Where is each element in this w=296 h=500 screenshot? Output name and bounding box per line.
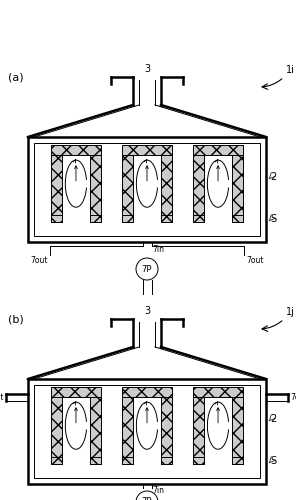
Text: 7in: 7in bbox=[152, 245, 164, 254]
Bar bbox=[161, 216, 172, 222]
Bar bbox=[161, 155, 172, 222]
Bar bbox=[28, 137, 266, 242]
Text: 7out: 7out bbox=[30, 256, 48, 265]
Text: 7out: 7out bbox=[290, 392, 296, 402]
Text: S: S bbox=[270, 456, 276, 466]
Bar bbox=[90, 155, 101, 222]
Bar bbox=[122, 155, 133, 222]
Text: 7P: 7P bbox=[142, 498, 152, 500]
Text: 7out: 7out bbox=[0, 392, 4, 402]
Bar bbox=[232, 397, 243, 464]
Text: (b): (b) bbox=[8, 314, 24, 324]
Bar bbox=[90, 216, 101, 222]
Bar bbox=[34, 385, 260, 478]
Text: 2: 2 bbox=[270, 172, 276, 182]
Text: 1i: 1i bbox=[286, 65, 295, 75]
Bar bbox=[122, 397, 133, 464]
Bar bbox=[34, 143, 260, 236]
Bar bbox=[28, 379, 266, 484]
Bar bbox=[193, 155, 204, 222]
Text: 2: 2 bbox=[270, 414, 276, 424]
Bar bbox=[51, 387, 101, 397]
Bar bbox=[90, 397, 101, 464]
Bar bbox=[51, 155, 62, 222]
Bar bbox=[193, 397, 204, 464]
Bar bbox=[122, 458, 133, 464]
Bar bbox=[232, 155, 243, 222]
Bar bbox=[51, 397, 62, 464]
Text: 3: 3 bbox=[144, 306, 150, 316]
Text: (a): (a) bbox=[8, 72, 24, 82]
Text: 1j: 1j bbox=[286, 307, 295, 317]
Bar bbox=[51, 458, 62, 464]
Bar bbox=[193, 145, 243, 155]
Circle shape bbox=[136, 258, 158, 280]
Bar bbox=[122, 387, 172, 397]
Bar bbox=[232, 458, 243, 464]
Bar bbox=[122, 216, 133, 222]
Bar bbox=[51, 216, 62, 222]
Bar bbox=[161, 397, 172, 464]
Bar bbox=[51, 145, 101, 155]
Text: 3: 3 bbox=[144, 64, 150, 74]
Bar bbox=[90, 458, 101, 464]
Bar bbox=[161, 458, 172, 464]
Text: 7out: 7out bbox=[246, 256, 263, 265]
Text: S: S bbox=[270, 214, 276, 224]
Bar bbox=[193, 216, 204, 222]
Circle shape bbox=[136, 491, 158, 500]
Bar bbox=[193, 387, 243, 397]
Bar bbox=[193, 458, 204, 464]
Text: 7P: 7P bbox=[142, 264, 152, 274]
Text: 7in: 7in bbox=[152, 486, 164, 495]
Bar bbox=[232, 216, 243, 222]
Bar bbox=[122, 145, 172, 155]
